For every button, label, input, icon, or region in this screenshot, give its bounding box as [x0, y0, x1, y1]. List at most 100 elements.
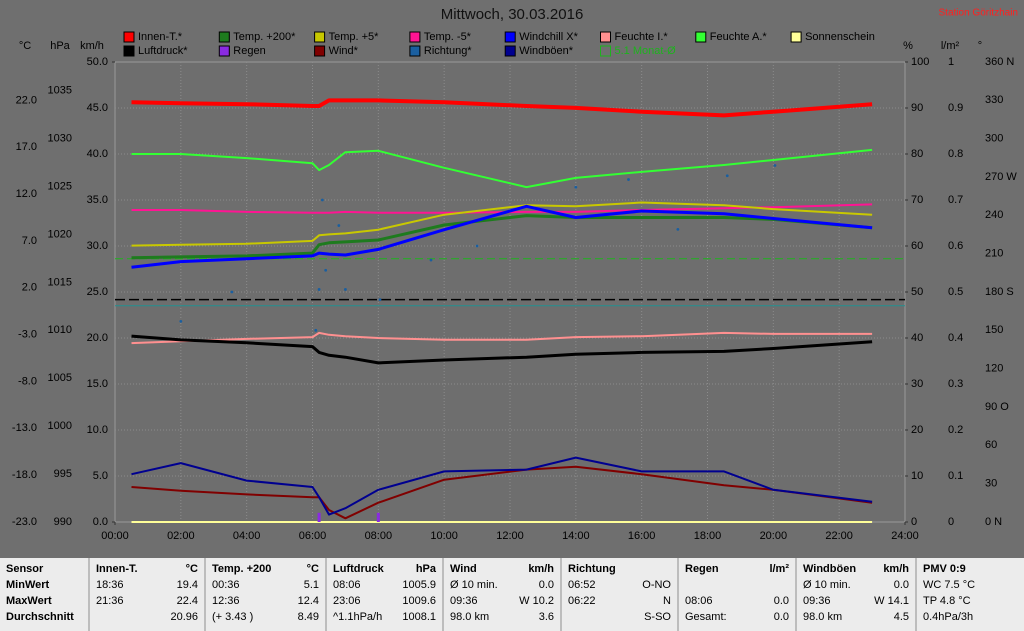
cell: 98.0 km	[803, 611, 843, 623]
cell: 0.0	[773, 611, 789, 623]
cell: Durchschnitt	[6, 611, 74, 623]
legend-swatch	[218, 31, 230, 43]
chart-title: Mittwoch, 30.03.2016	[441, 6, 584, 23]
series-line	[131, 334, 873, 365]
x-tick-label: 20:00	[760, 530, 788, 542]
cell: WC 7.5 °C	[923, 579, 976, 591]
y-tick-label: 45.0	[87, 102, 108, 114]
legend-label: Windböen*	[519, 45, 574, 57]
series-line	[131, 201, 873, 247]
series-line	[131, 331, 873, 345]
direction-dot	[725, 174, 729, 178]
cell: MaxWert	[6, 595, 52, 607]
legend-swatch	[409, 31, 421, 43]
stats-row: 09:36 W 14.1	[803, 593, 909, 609]
y-tick-label: -3.0	[18, 329, 37, 341]
cell: °C	[185, 563, 198, 575]
stats-row	[685, 577, 789, 593]
cell: 00:36	[212, 579, 240, 591]
stats-column: Sensor MinWert MaxWert Durchschnitt	[0, 558, 88, 631]
axis-unit: °C	[19, 40, 31, 52]
cell: TP 4.8 °C	[923, 595, 971, 607]
y-tick-label: 1030	[48, 133, 72, 145]
cell: 12.4	[297, 595, 319, 607]
y-tick-label: 12.0	[16, 188, 37, 200]
direction-dot	[320, 198, 324, 202]
stats-row: 21:36 22.4	[96, 593, 198, 609]
y-tick-label: 240	[985, 209, 1003, 221]
cell: Windböen	[803, 563, 857, 575]
axis-unit: %	[903, 40, 913, 52]
y-tick-label: 25.0	[87, 286, 108, 298]
cell: MinWert	[6, 579, 50, 591]
stats-header: Innen-T. °C	[96, 561, 198, 577]
stats-row: (+ 3.43 ) 8.49	[212, 609, 319, 625]
cell: 20.96	[170, 611, 198, 623]
y-tick-label: 995	[54, 468, 72, 480]
cell: W 10.2	[519, 595, 554, 607]
stats-header: Wind km/h	[450, 561, 554, 577]
y-tick-label: 0.6	[948, 240, 963, 252]
direction-dot	[475, 244, 479, 248]
axis-unit: hPa	[50, 40, 70, 52]
stats-header: Windböen km/h	[803, 561, 909, 577]
y-tick-label: 40.0	[87, 148, 108, 160]
stats-row: 18:36 19.4	[96, 577, 198, 593]
y-tick-label: 40	[911, 332, 923, 344]
x-tick-label: 14:00	[562, 530, 590, 542]
stats-row: 09:36 W 10.2	[450, 593, 554, 609]
series-line	[131, 465, 873, 520]
direction-dot	[230, 290, 234, 294]
y-tick-label: 180 S	[985, 286, 1014, 298]
y-tick-label: 360 N	[985, 56, 1014, 68]
stats-row: 08:06 0.0	[685, 593, 789, 609]
legend-label: Feuchte A.*	[710, 31, 768, 43]
legend-swatch	[504, 31, 516, 43]
direction-dot	[337, 224, 341, 227]
cell: 98.0 km	[450, 611, 490, 623]
legend-swatch	[600, 31, 611, 43]
legend-swatch	[314, 31, 326, 43]
x-tick-label: 18:00	[694, 530, 722, 542]
x-tick-label: 02:00	[167, 530, 195, 542]
y-tick-label: 20.0	[87, 332, 108, 344]
legend-label: Luftdruck*	[138, 45, 188, 57]
cell: 21:36	[96, 595, 124, 607]
y-tick-label: 990	[54, 516, 72, 528]
series-line	[131, 214, 873, 260]
x-tick-label: 22:00	[825, 530, 853, 542]
y-tick-label: 1015	[48, 276, 72, 288]
cell: 5.1	[303, 579, 319, 591]
axis-unit: km/h	[80, 40, 104, 52]
legend-swatch	[790, 31, 802, 43]
cell: 23:06	[333, 595, 361, 607]
y-tick-label: 210	[985, 248, 1003, 260]
cell: Regen	[685, 563, 719, 575]
direction-dot	[179, 319, 183, 323]
y-tick-label: 5.0	[93, 470, 108, 482]
stats-column: Richtung 06:52 O-NO 06:22 N S-SO	[560, 558, 677, 631]
stats-row: Gesamt: 0.0	[685, 609, 789, 625]
chart: Mittwoch, 30.03.2016 Station Göritzhain …	[12, 6, 1018, 542]
cell: 1005.9	[402, 579, 436, 591]
cell: 06:52	[568, 579, 596, 591]
series-line	[131, 148, 873, 189]
series-line	[131, 203, 873, 214]
legend-label: Richtung*	[424, 45, 472, 57]
cell: S-SO	[644, 611, 671, 623]
y-tick-label: 0.2	[948, 424, 963, 436]
stats-column: Temp. +200 °C 00:36 5.1 12:36 12.4 (+ 3.43 ) 8.…	[204, 558, 325, 631]
cell: 0.0	[773, 595, 789, 607]
direction-dot	[627, 178, 630, 181]
y-tick-label: 0.1	[948, 470, 963, 482]
y-tick-label: -18.0	[12, 469, 37, 481]
stats-row: TP 4.8 °C	[923, 593, 1018, 609]
stats-column: Windböen km/h Ø 10 min. 0.0 09:36 W 14.1 98.0 …	[795, 558, 915, 631]
cell: Temp. +200	[212, 563, 272, 575]
y-tick-label: 1	[948, 56, 954, 68]
legend-label: Sonnenschein	[805, 31, 875, 43]
y-tick-label: 22.0	[16, 94, 37, 106]
cell: 18:36	[96, 579, 124, 591]
x-tick-label: 00:00	[101, 530, 129, 542]
